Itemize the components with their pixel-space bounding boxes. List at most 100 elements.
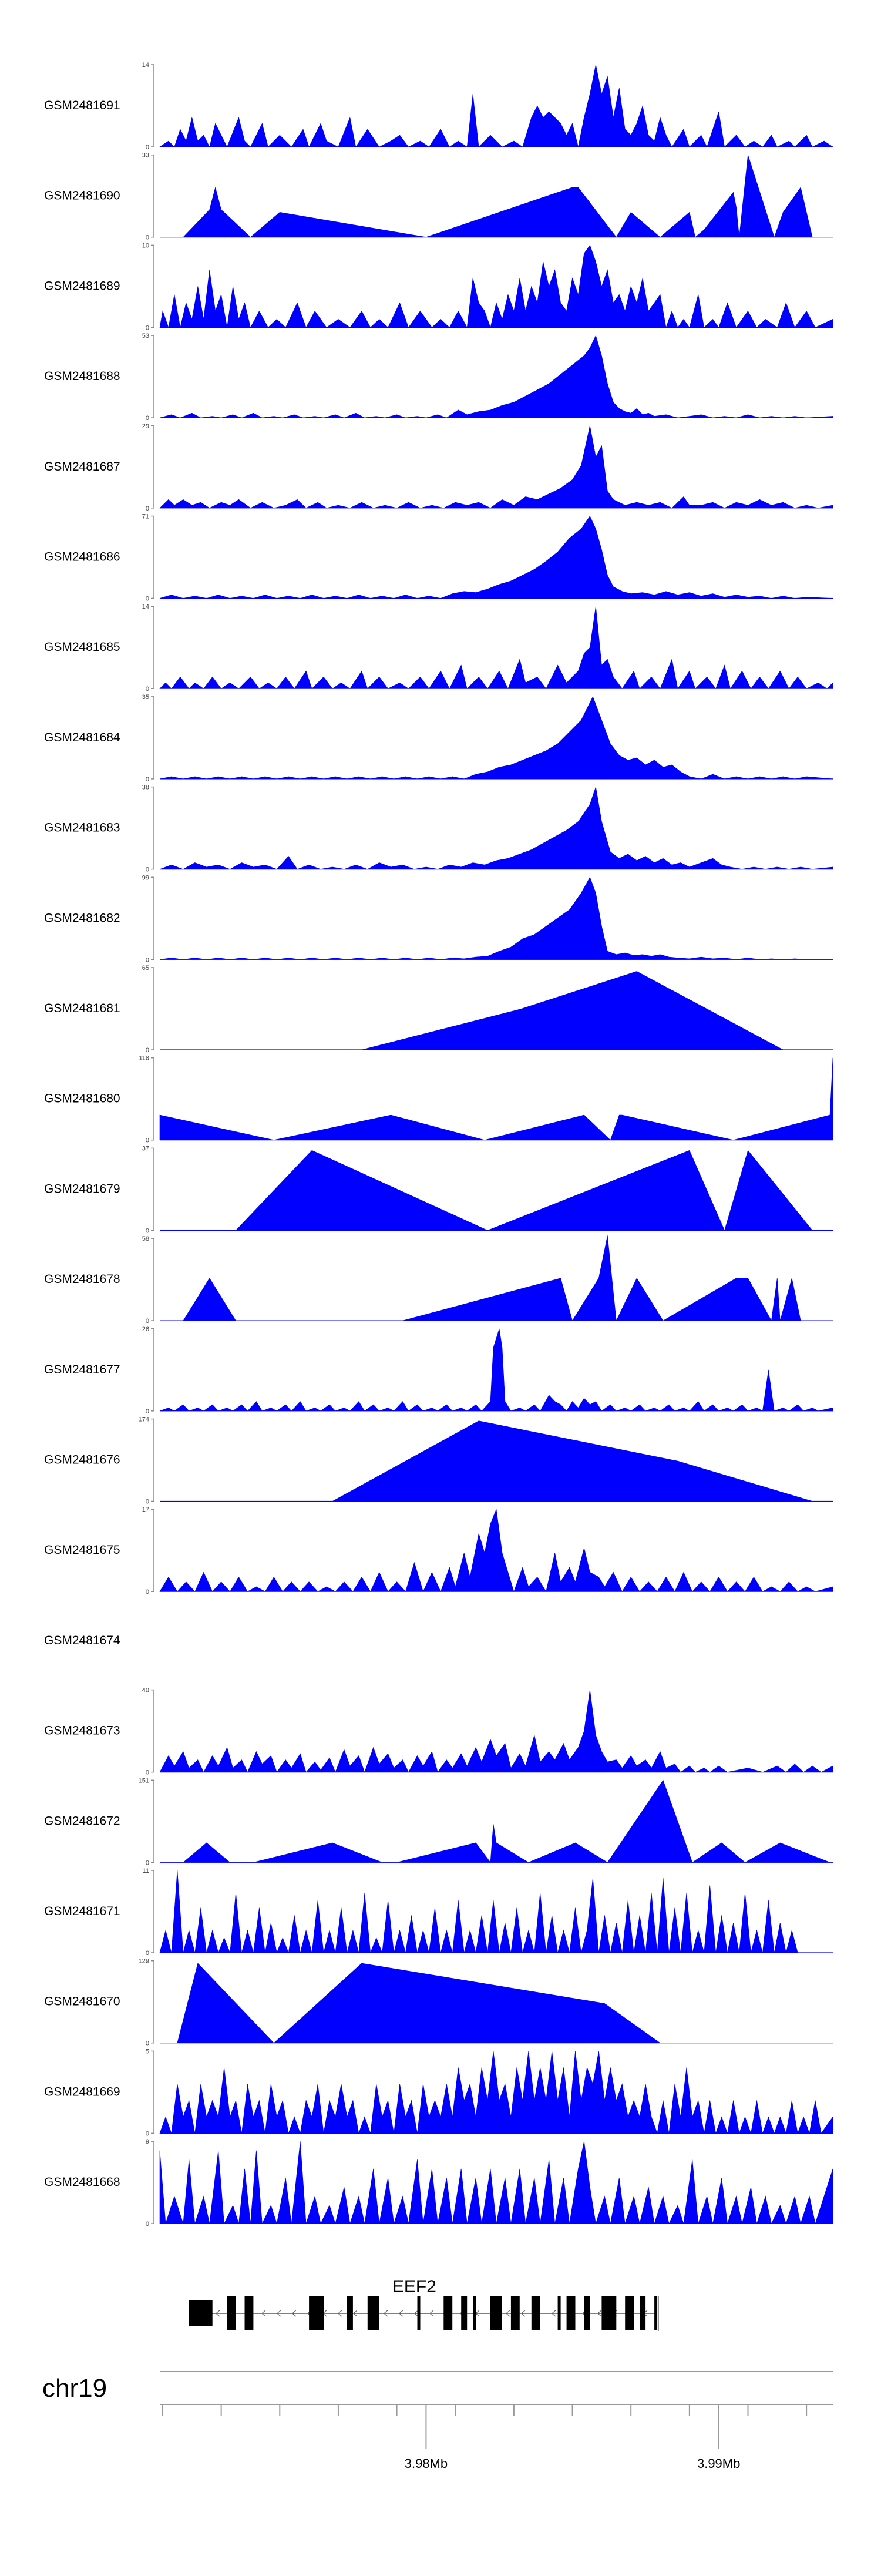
y-axis-zero-label: 0	[146, 596, 149, 603]
gene-strand-arrow	[429, 2310, 434, 2317]
gene-exons	[189, 2296, 659, 2331]
y-axis-zero-label: 0	[146, 234, 149, 241]
track-label: GSM2481683	[44, 821, 120, 835]
gene-exon	[461, 2296, 468, 2330]
gene-strand-arrow	[261, 2310, 266, 2317]
y-axis-max-label: 71	[142, 513, 149, 520]
coverage-area	[183, 155, 813, 238]
track-label: GSM2481680	[44, 1092, 120, 1106]
chromosome-label: chr19	[42, 2374, 107, 2403]
y-axis-max-label: 65	[142, 965, 149, 972]
track-GSM2481687: GSM2481687 29 0	[44, 423, 833, 512]
y-axis-zero-label: 0	[146, 1318, 149, 1325]
track-label: GSM2481690	[44, 189, 120, 203]
coverage-area	[183, 1235, 801, 1322]
track-GSM2481681: GSM2481681 65 0	[44, 965, 833, 1054]
gene-strand-arrow	[520, 2310, 526, 2317]
y-axis-max-label: 11	[143, 1868, 149, 1875]
track-GSM2481674: GSM2481674	[44, 1634, 120, 1647]
y-axis-zero-label: 0	[146, 776, 149, 783]
gene-exon	[473, 2296, 476, 2330]
gene-exon	[367, 2296, 379, 2330]
gene-strand-arrow	[215, 2310, 220, 2317]
gene-exon	[566, 2296, 576, 2330]
gene-strand-arrow	[413, 2310, 419, 2317]
coverage-area	[159, 606, 833, 689]
track-GSM2481686: GSM2481686 71 0	[44, 513, 833, 603]
y-axis-zero-label: 0	[146, 2221, 149, 2228]
y-axis-zero-label: 0	[146, 1588, 149, 1596]
gene-strand-arrow	[383, 2310, 388, 2317]
genome-axis-track: chr19 3.98Mb 3.99Mb	[42, 2371, 833, 2471]
track-GSM2481676: GSM2481676 174 0	[44, 1416, 833, 1506]
coverage-area	[159, 696, 833, 780]
track-GSM2481669: GSM2481669 5 0	[44, 2048, 833, 2137]
gene-exon	[584, 2296, 590, 2330]
track-label: GSM2481686	[44, 550, 120, 564]
track-GSM2481672: GSM2481672 151 0	[44, 1777, 833, 1866]
y-axis-max-label: 38	[142, 784, 149, 791]
y-axis-zero-label: 0	[146, 1137, 149, 1144]
track-label: GSM2481677	[44, 1363, 120, 1376]
track-GSM2481691: GSM2481691 14 0	[44, 62, 833, 151]
track-label: GSM2481684	[44, 731, 120, 744]
track-label: GSM2481678	[44, 1272, 120, 1286]
coverage-area	[159, 64, 833, 147]
coverage-area	[159, 1870, 807, 1954]
coverage-area	[159, 876, 833, 960]
gene-exon	[531, 2296, 540, 2330]
track-GSM2481680: GSM2481680 118 0	[44, 1055, 833, 1144]
y-axis-zero-label: 0	[146, 144, 149, 151]
coverage-area	[332, 1420, 813, 1502]
y-axis-max-label: 29	[142, 423, 149, 430]
track-GSM2481685: GSM2481685 14 0	[44, 603, 833, 693]
y-axis-zero-label: 0	[146, 866, 149, 874]
gene-strand-arrow	[276, 2310, 281, 2317]
track-label: GSM2481668	[44, 2175, 120, 2189]
gene-label: EEF2	[392, 2277, 436, 2296]
track-GSM2481688: GSM2481688 53 0	[44, 333, 833, 422]
track-GSM2481690: GSM2481690 33 0	[44, 152, 833, 241]
y-axis-zero-label: 0	[146, 2040, 149, 2047]
track-label: GSM2481675	[44, 1543, 120, 1557]
gene-exon	[510, 2296, 520, 2330]
track-label: GSM2481687	[44, 460, 120, 473]
track-GSM2481683: GSM2481683 38 0	[44, 784, 833, 874]
track-label: GSM2481674	[44, 1634, 120, 1647]
track-GSM2481671: GSM2481671 11 0	[44, 1868, 833, 1957]
gene-exon	[490, 2296, 502, 2330]
track-GSM2481670: GSM2481670 129 0	[44, 1958, 833, 2047]
y-axis-max-label: 33	[142, 152, 149, 159]
y-axis-max-label: 129	[139, 1958, 149, 1965]
y-axis-max-label: 5	[146, 2048, 149, 2055]
y-axis-zero-label: 0	[146, 1047, 149, 1054]
track-GSM2481678: GSM2481678 58 0	[44, 1235, 833, 1325]
y-axis-max-label: 14	[142, 62, 149, 69]
y-axis-max-label: 174	[139, 1416, 149, 1423]
axis-tick-label: 3.98Mb	[405, 2456, 448, 2471]
track-label: GSM2481671	[44, 1905, 120, 1918]
track-label: GSM2481689	[44, 279, 120, 293]
gene-exon	[557, 2296, 561, 2330]
track-GSM2481679: GSM2481679 37 0	[44, 1145, 833, 1234]
gene-strand-arrow	[505, 2310, 510, 2317]
y-axis-max-label: 14	[142, 603, 149, 610]
track-label: GSM2481682	[44, 911, 120, 925]
track-GSM2481668: GSM2481668 9 0	[44, 2138, 833, 2228]
y-axis-zero-label: 0	[146, 1950, 149, 1957]
y-axis-max-label: 37	[142, 1145, 149, 1152]
y-axis-max-label: 40	[142, 1687, 149, 1694]
coverage-area	[177, 1963, 661, 2044]
coverage-area	[159, 1328, 833, 1412]
track-GSM2481675: GSM2481675 17 0	[44, 1506, 833, 1596]
y-axis-zero-label: 0	[146, 505, 149, 512]
gene-exon	[347, 2296, 353, 2330]
track-label: GSM2481673	[44, 1724, 120, 1738]
y-axis-max-label: 151	[139, 1777, 149, 1784]
gene-exon	[189, 2300, 213, 2326]
track-label: GSM2481670	[44, 1995, 120, 2009]
y-axis-max-label: 17	[142, 1506, 149, 1513]
gene-exon	[244, 2296, 254, 2330]
gene-exon	[654, 2296, 658, 2330]
gene-strand-arrow	[337, 2310, 342, 2317]
